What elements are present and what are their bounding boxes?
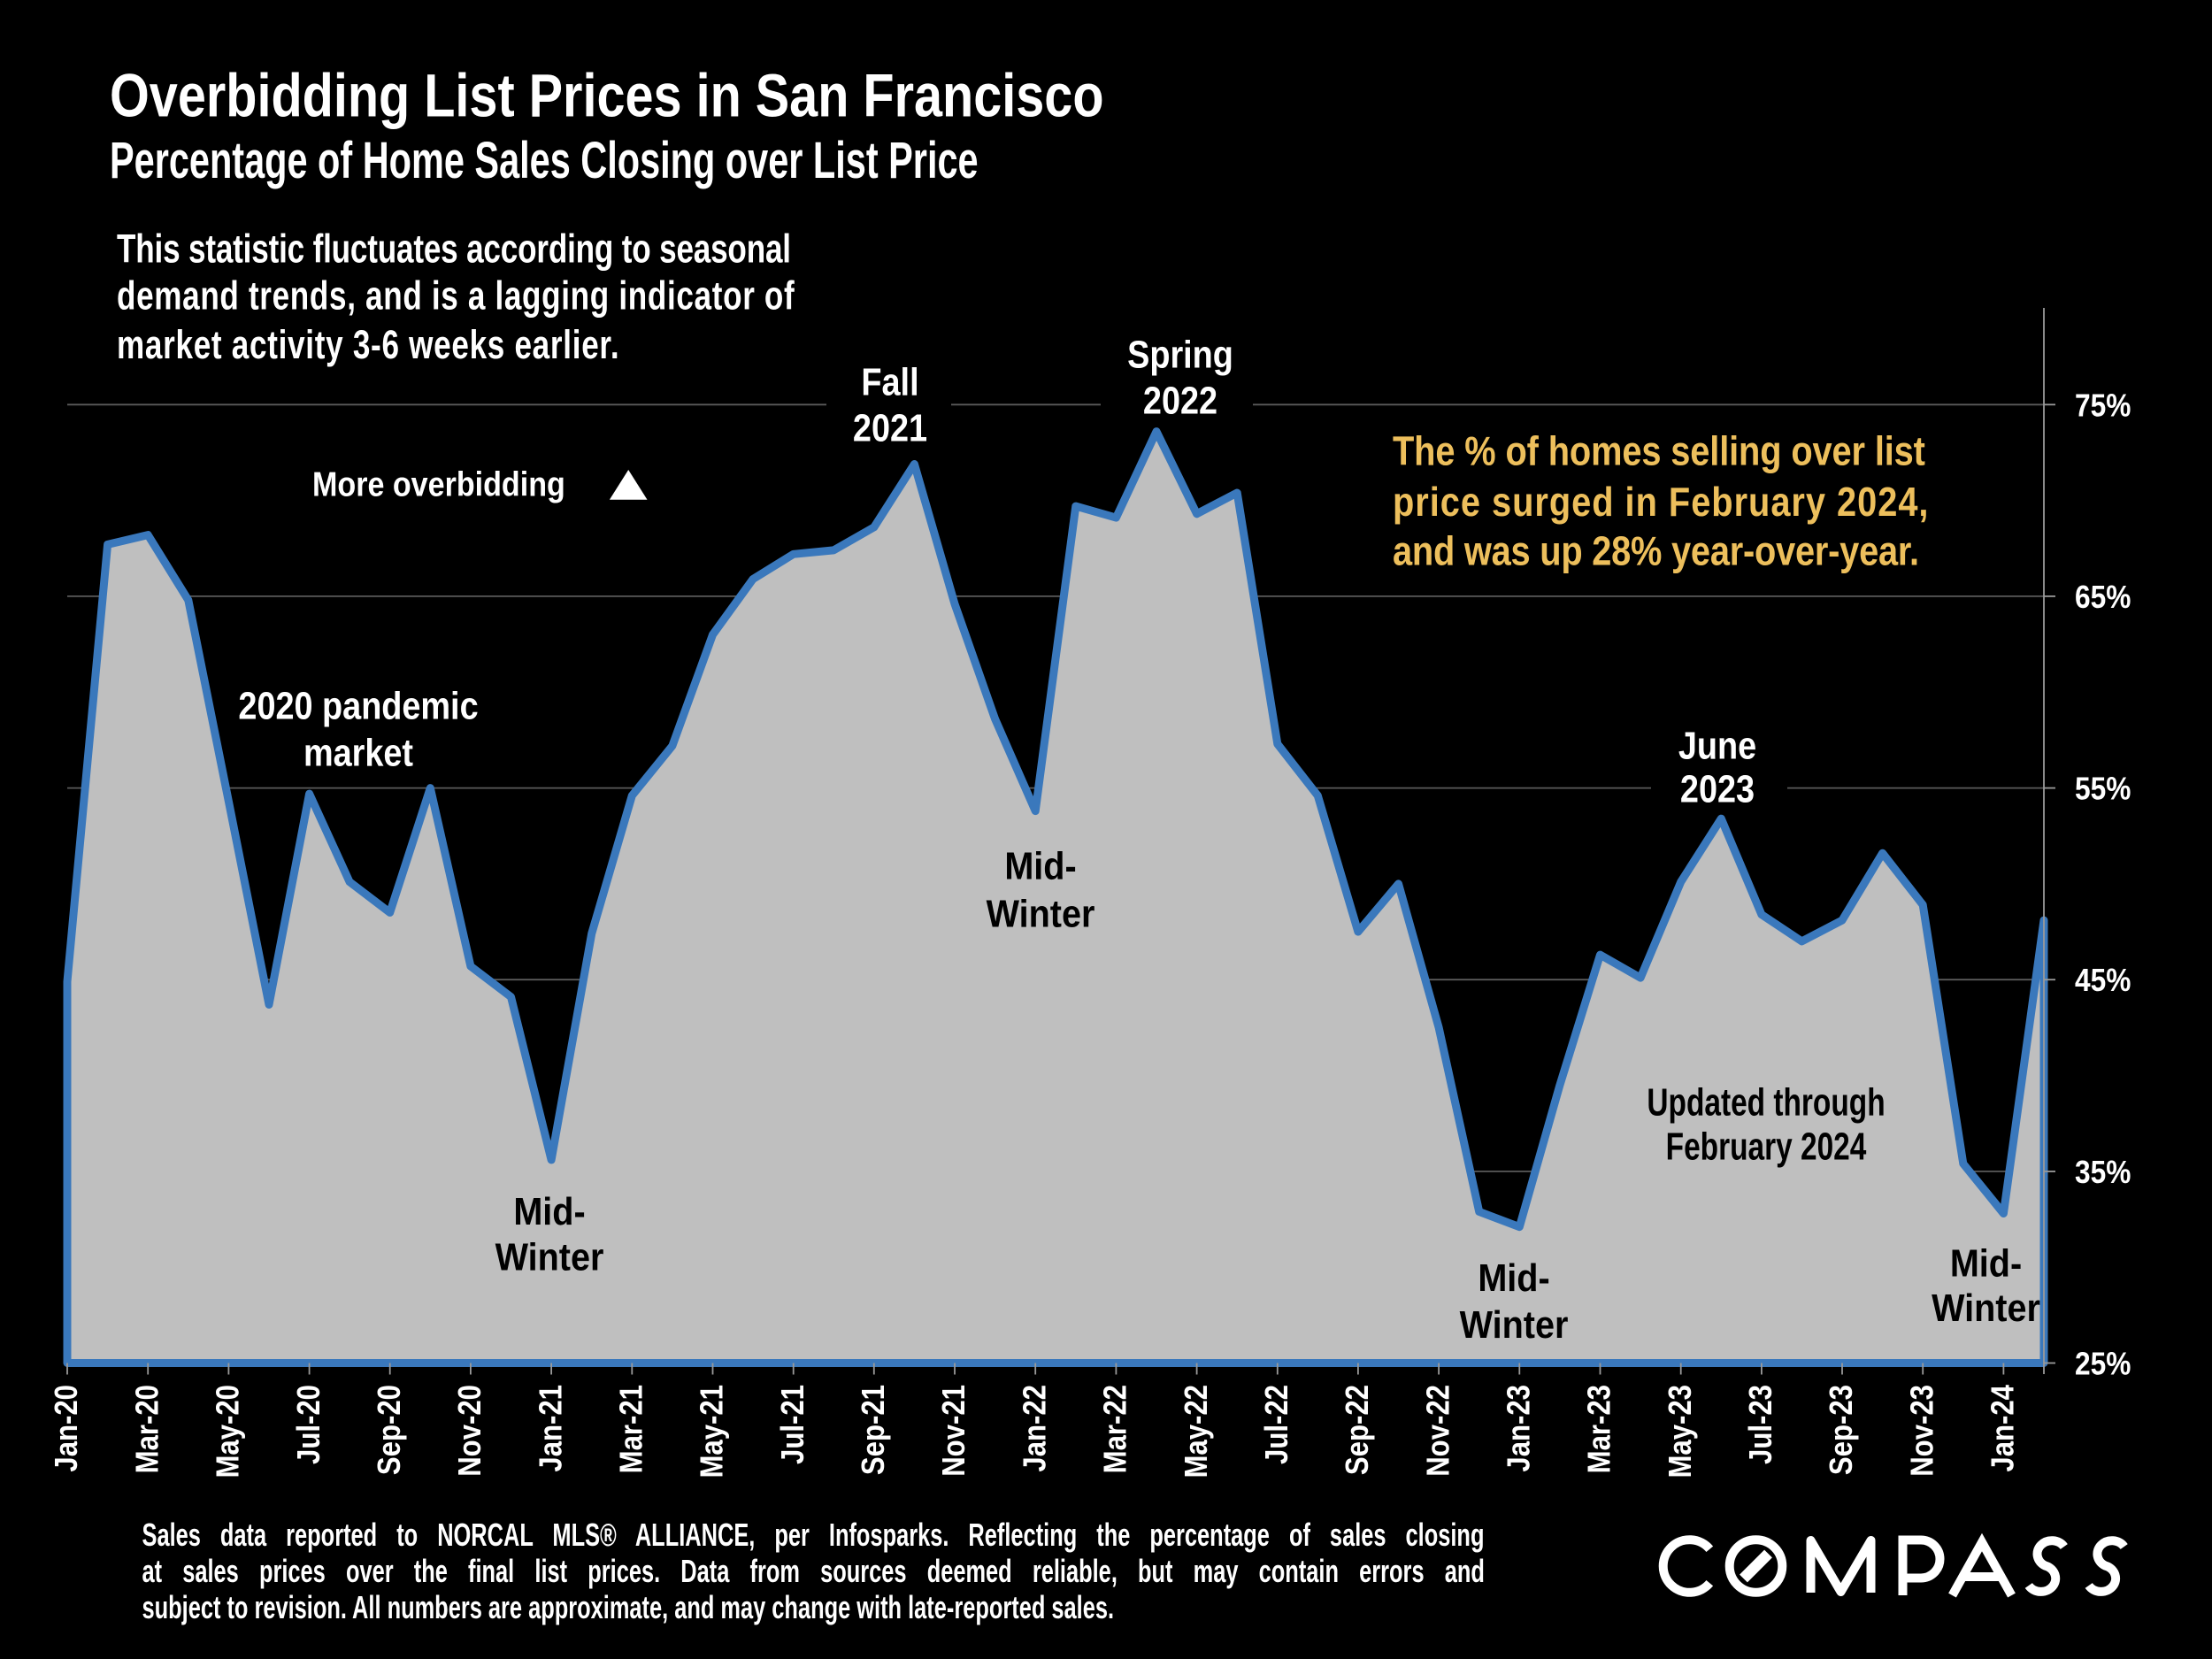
svg-text:Jan-22: Jan-22	[1018, 1385, 1053, 1472]
svg-text:Jul-23: Jul-23	[1744, 1385, 1779, 1464]
svg-text:2020 pandemic: 2020 pandemic	[238, 684, 478, 727]
svg-text:65%: 65%	[2075, 580, 2131, 615]
svg-text:2022: 2022	[1143, 379, 1217, 422]
svg-text:price surged in February 2024,: price surged in February 2024,	[1393, 480, 1929, 525]
svg-text:Jan-21: Jan-21	[534, 1385, 569, 1472]
svg-text:Nov-22: Nov-22	[1421, 1385, 1456, 1477]
svg-text:demand trends, and is a laggin: demand trends, and is a lagging indicato…	[117, 273, 795, 318]
svg-text:Fall: Fall	[861, 360, 918, 403]
svg-text:Overbidding List Prices in San: Overbidding List Prices in San Francisco	[110, 62, 1104, 130]
svg-text:Winter: Winter	[987, 892, 1095, 935]
svg-text:May-23: May-23	[1663, 1385, 1699, 1479]
svg-text:Mar-22: Mar-22	[1099, 1385, 1134, 1473]
svg-text:Winter: Winter	[1460, 1302, 1569, 1346]
svg-text:May-21: May-21	[695, 1385, 731, 1479]
svg-text:Sep-22: Sep-22	[1340, 1385, 1376, 1475]
svg-text:Mid-: Mid-	[1478, 1256, 1549, 1299]
svg-text:Sep-20: Sep-20	[373, 1385, 408, 1475]
svg-text:Winter: Winter	[1932, 1286, 2040, 1329]
svg-text:Jan-23: Jan-23	[1502, 1385, 1538, 1472]
svg-text:45%: 45%	[2075, 963, 2131, 998]
svg-text:25%: 25%	[2075, 1347, 2131, 1382]
svg-text:2021: 2021	[853, 406, 927, 449]
svg-text:Mid-: Mid-	[513, 1189, 585, 1233]
svg-text:market activity 3-6 weeks earl: market activity 3-6 weeks earlier.	[117, 322, 619, 367]
svg-text:35%: 35%	[2075, 1155, 2131, 1190]
svg-text:Mid-: Mid-	[1004, 844, 1076, 887]
svg-text:Mid-: Mid-	[1950, 1240, 2022, 1284]
svg-text:Sep-21: Sep-21	[856, 1385, 892, 1475]
svg-text:June: June	[1678, 724, 1756, 767]
svg-text:Percentage of Home Sales Closi: Percentage of Home Sales Closing over Li…	[110, 131, 979, 189]
svg-text:Nov-23: Nov-23	[1905, 1385, 1940, 1477]
svg-text:Jan-24: Jan-24	[1986, 1385, 2022, 1472]
svg-text:Sep-23: Sep-23	[1824, 1385, 1860, 1475]
svg-text:Winter: Winter	[495, 1234, 604, 1278]
svg-text:More overbidding: More overbidding	[312, 465, 565, 503]
svg-text:Updated through: Updated through	[1647, 1081, 1885, 1124]
svg-text:Mar-21: Mar-21	[615, 1385, 650, 1473]
svg-text:May-22: May-22	[1179, 1385, 1215, 1479]
svg-text:February 2024: February 2024	[1666, 1125, 1867, 1168]
svg-text:Mar-23: Mar-23	[1583, 1385, 1618, 1473]
svg-text:Nov-20: Nov-20	[453, 1385, 488, 1477]
svg-text:75%: 75%	[2075, 388, 2131, 423]
svg-text:Spring: Spring	[1127, 333, 1233, 376]
svg-text:Jan-20: Jan-20	[50, 1385, 85, 1472]
svg-text:Mar-20: Mar-20	[130, 1385, 165, 1473]
svg-text:market: market	[303, 731, 413, 774]
svg-text:2023: 2023	[1680, 767, 1755, 810]
svg-text:May-20: May-20	[211, 1385, 247, 1479]
svg-text:Jul-22: Jul-22	[1260, 1385, 1295, 1464]
svg-text:The % of homes selling over li: The % of homes selling over list	[1393, 429, 1925, 474]
svg-text:This statistic fluctuates acco: This statistic fluctuates according to s…	[117, 226, 791, 271]
svg-text:Jul-21: Jul-21	[776, 1385, 811, 1464]
svg-text:at sales prices over the final: at sales prices over the final list pric…	[142, 1554, 1485, 1589]
svg-text:and was up 28% year-over-year.: and was up 28% year-over-year.	[1393, 529, 1919, 574]
svg-text:Nov-21: Nov-21	[937, 1385, 972, 1477]
svg-text:subject to revision. All numbe: subject to revision. All numbers are app…	[142, 1590, 1115, 1625]
svg-text:Jul-20: Jul-20	[292, 1385, 327, 1464]
svg-text:Sales data reported to NORCAL: Sales data reported to NORCAL MLS® ALLIA…	[142, 1517, 1485, 1553]
svg-text:55%: 55%	[2075, 772, 2131, 807]
